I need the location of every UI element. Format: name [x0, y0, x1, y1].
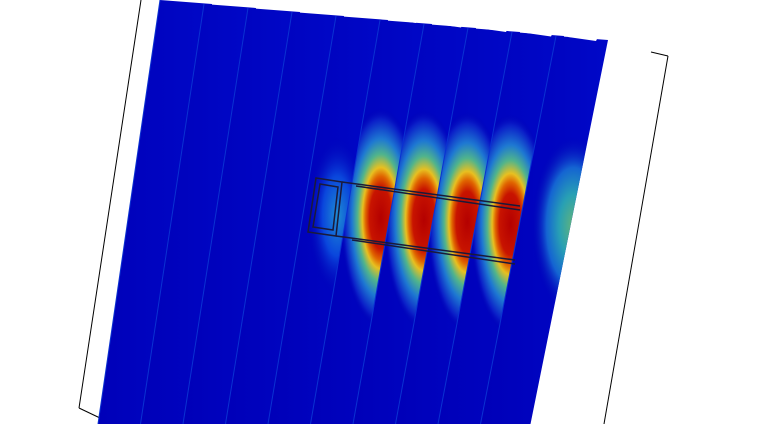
- slice-edge-5: [267, 15, 337, 424]
- slice-edge-6: [310, 19, 381, 424]
- slice-gap-4: [433, 19, 463, 28]
- slice-gap-3: [388, 15, 418, 23]
- slice-edge-2: [140, 3, 205, 424]
- slice-gap-5: [478, 24, 508, 32]
- slice-gap-1: [298, 6, 328, 14]
- slice-plane-3: [183, 8, 300, 424]
- field-slice-planes: [97, 0, 643, 424]
- field-intensity-spot-10: [531, 136, 608, 316]
- coil-outline: [307, 177, 521, 265]
- slice-plane-2: [140, 4, 256, 424]
- slice-edge-7: [352, 23, 425, 424]
- slice-plane-1: [98, 0, 212, 424]
- slice-gap-7: [568, 33, 598, 41]
- slice-edge-4: [225, 11, 293, 424]
- slice-gap-2: [343, 10, 373, 19]
- slice-edge-10: [480, 35, 557, 424]
- slice-edge-9: [437, 31, 513, 424]
- slice-gap-8: [613, 37, 643, 46]
- slice-edge-3: [182, 7, 249, 424]
- slice-edge-8: [395, 27, 469, 424]
- slice-plane-4: [225, 12, 344, 424]
- slice-gap-6: [523, 28, 553, 37]
- slice-edge-1: [97, 0, 161, 424]
